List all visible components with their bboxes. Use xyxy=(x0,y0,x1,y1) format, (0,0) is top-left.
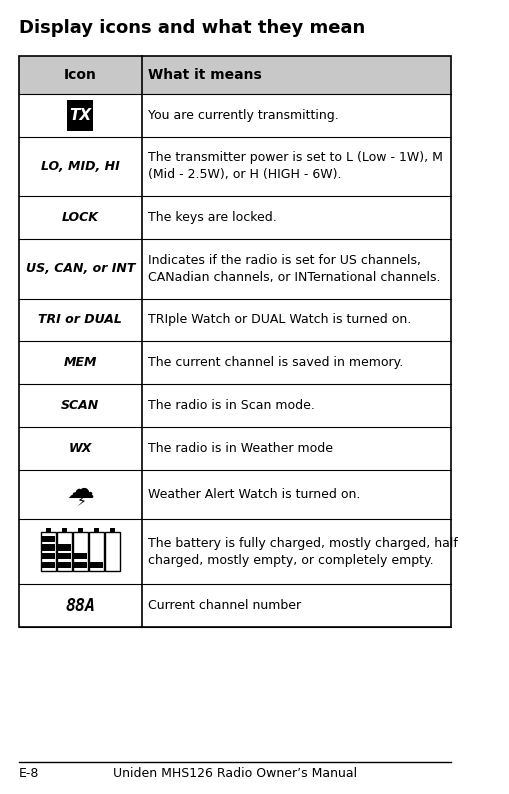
Text: The battery is fully charged, mostly charged, half
charged, mostly empty, or com: The battery is fully charged, mostly cha… xyxy=(148,537,458,567)
Bar xyxy=(41,532,55,572)
Text: Current channel number: Current channel number xyxy=(148,599,301,612)
Bar xyxy=(58,544,71,550)
Text: E-8: E-8 xyxy=(19,767,39,780)
Bar xyxy=(19,427,451,470)
Bar xyxy=(105,532,120,572)
Bar xyxy=(42,553,55,560)
Text: The radio is in Scan mode.: The radio is in Scan mode. xyxy=(148,399,315,412)
Text: US, CAN, or INT: US, CAN, or INT xyxy=(25,262,135,276)
Bar xyxy=(19,519,451,584)
Bar xyxy=(57,532,72,572)
Text: MEM: MEM xyxy=(64,357,97,369)
Bar xyxy=(19,384,451,427)
Bar xyxy=(46,528,51,532)
Bar xyxy=(74,553,87,560)
Bar xyxy=(42,544,55,550)
Text: ⚡: ⚡ xyxy=(77,495,87,510)
Text: The transmitter power is set to L (Low - 1W), M
(Mid - 2.5W), or H (HIGH - 6W).: The transmitter power is set to L (Low -… xyxy=(148,152,442,181)
Text: Indicates if the radio is set for US channels,
CANadian channels, or INTernation: Indicates if the radio is set for US cha… xyxy=(148,254,440,283)
Bar xyxy=(58,562,71,569)
Text: TX: TX xyxy=(69,108,92,122)
Text: SCAN: SCAN xyxy=(61,399,99,412)
Text: The radio is in Weather mode: The radio is in Weather mode xyxy=(148,442,332,455)
Text: LOCK: LOCK xyxy=(62,211,99,224)
Text: The keys are locked.: The keys are locked. xyxy=(148,211,276,224)
Text: Icon: Icon xyxy=(64,67,97,82)
Bar xyxy=(62,528,67,532)
Bar xyxy=(42,535,55,542)
Text: What it means: What it means xyxy=(148,67,261,82)
Bar xyxy=(19,196,451,239)
Text: TRI or DUAL: TRI or DUAL xyxy=(38,314,122,326)
Text: Weather Alert Watch is turned on.: Weather Alert Watch is turned on. xyxy=(148,488,360,501)
Bar xyxy=(19,56,451,94)
Bar xyxy=(42,562,55,569)
Bar xyxy=(58,553,71,560)
Bar xyxy=(19,470,451,519)
Bar xyxy=(19,56,451,627)
Bar xyxy=(19,94,451,137)
Bar xyxy=(19,137,451,196)
Bar xyxy=(94,528,99,532)
Text: Uniden MHS126 Radio Owner’s Manual: Uniden MHS126 Radio Owner’s Manual xyxy=(113,767,357,780)
Bar xyxy=(74,562,87,569)
Text: ☁: ☁ xyxy=(67,476,94,504)
Bar xyxy=(78,528,83,532)
Bar xyxy=(19,584,451,627)
Bar xyxy=(90,562,103,569)
Text: 88A: 88A xyxy=(65,597,95,615)
Text: Display icons and what they mean: Display icons and what they mean xyxy=(19,19,365,37)
Bar xyxy=(19,239,451,299)
Bar xyxy=(73,532,88,572)
Text: LO, MID, HI: LO, MID, HI xyxy=(41,160,120,173)
Bar xyxy=(68,100,93,130)
Text: You are currently transmitting.: You are currently transmitting. xyxy=(148,109,338,121)
Bar xyxy=(19,341,451,384)
Bar xyxy=(89,532,104,572)
Bar xyxy=(19,299,451,341)
Text: The current channel is saved in memory.: The current channel is saved in memory. xyxy=(148,357,403,369)
Text: WX: WX xyxy=(69,442,92,455)
Bar xyxy=(110,528,115,532)
Text: TRIple Watch or DUAL Watch is turned on.: TRIple Watch or DUAL Watch is turned on. xyxy=(148,314,411,326)
